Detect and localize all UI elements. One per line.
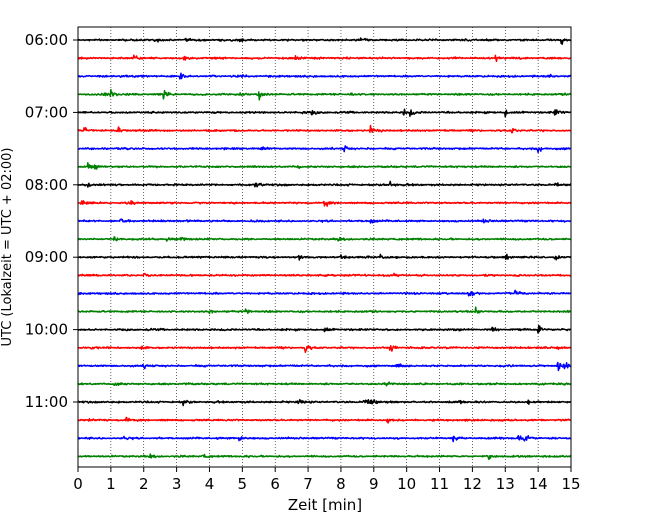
grid-lines	[110, 27, 539, 467]
y-tick-label: 10:00	[25, 321, 68, 339]
x-tick-label: 7	[303, 475, 313, 493]
seismic-trace	[77, 88, 572, 101]
seismic-trace	[77, 345, 572, 353]
x-tick-label: 14	[529, 475, 548, 493]
x-tick-label: 3	[172, 475, 182, 493]
y-tick-label: 09:00	[25, 248, 68, 266]
x-tick-label: 4	[205, 475, 215, 493]
seismic-trace	[77, 200, 572, 207]
seismic-trace	[77, 72, 572, 80]
seismic-trace	[77, 381, 572, 387]
seismic-trace	[77, 306, 572, 315]
x-tick-label: 12	[463, 475, 482, 493]
seismic-trace	[77, 218, 572, 224]
seismic-trace	[77, 253, 572, 261]
x-tick-label: 2	[139, 475, 149, 493]
y-tick-label: 08:00	[25, 176, 68, 194]
seismic-traces	[77, 37, 572, 461]
seismic-trace	[77, 416, 572, 424]
seismic-trace	[77, 236, 572, 242]
seismic-trace	[77, 361, 572, 372]
x-axis-label: Zeit [min]	[288, 496, 362, 514]
seismic-trace	[77, 145, 572, 154]
plot-frame	[77, 26, 572, 468]
y-axis: 06:00 07:00 08:00 09:00 10:00 11:00	[25, 31, 78, 411]
y-tick-label: 11:00	[25, 393, 68, 411]
x-tick-label: 5	[238, 475, 248, 493]
x-tick-label: 6	[270, 475, 280, 493]
x-tick-label: 10	[397, 475, 416, 493]
seismic-trace	[77, 180, 572, 188]
y-axis-label: UTC (Lokalzeit = UTC + 02:00)	[0, 148, 15, 347]
x-tick-label: 8	[336, 475, 346, 493]
x-tick-label: 9	[369, 475, 379, 493]
x-tick-label: 11	[430, 475, 449, 493]
y-tick-label: 07:00	[25, 103, 68, 121]
x-tick-label: 15	[561, 475, 580, 493]
seismic-trace	[77, 124, 572, 134]
x-tick-label: 13	[496, 475, 515, 493]
x-axis: 0 1 2 3 4 5 6 7 8 9 10 11 12 13 14 15	[73, 467, 581, 493]
seismic-trace	[77, 54, 572, 63]
seismic-trace	[77, 325, 572, 334]
seismic-trace	[77, 435, 572, 443]
seismic-trace	[77, 37, 572, 45]
seismic-trace	[77, 398, 572, 407]
x-tick-label: 1	[106, 475, 116, 493]
seismic-trace	[77, 272, 572, 278]
seismic-trace	[77, 289, 572, 297]
seismic-trace	[77, 162, 572, 170]
y-tick-label: 06:00	[25, 31, 68, 49]
seismic-trace	[77, 453, 572, 461]
seismic-trace	[77, 108, 572, 118]
x-tick-label: 0	[73, 475, 83, 493]
